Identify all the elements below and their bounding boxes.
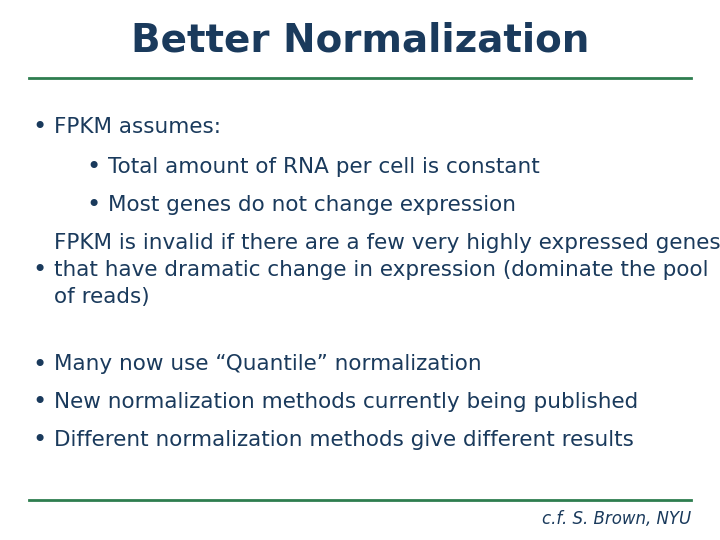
Text: Better Normalization: Better Normalization: [131, 22, 589, 59]
Text: •: •: [86, 156, 101, 179]
Text: Total amount of RNA per cell is constant: Total amount of RNA per cell is constant: [108, 157, 540, 178]
Text: c.f. S. Brown, NYU: c.f. S. Brown, NYU: [542, 510, 691, 529]
Text: Most genes do not change expression: Most genes do not change expression: [108, 195, 516, 215]
Text: •: •: [32, 428, 47, 452]
Text: New normalization methods currently being published: New normalization methods currently bein…: [54, 392, 638, 413]
Text: •: •: [86, 193, 101, 217]
Text: Many now use “Quantile” normalization: Many now use “Quantile” normalization: [54, 354, 482, 375]
Text: •: •: [32, 353, 47, 376]
Text: FPKM assumes:: FPKM assumes:: [54, 117, 221, 137]
Text: •: •: [32, 115, 47, 139]
Text: Different normalization methods give different results: Different normalization methods give dif…: [54, 430, 634, 450]
Text: •: •: [32, 258, 47, 282]
Text: FPKM is invalid if there are a few very highly expressed genes
that have dramati: FPKM is invalid if there are a few very …: [54, 233, 720, 307]
Text: •: •: [32, 390, 47, 414]
